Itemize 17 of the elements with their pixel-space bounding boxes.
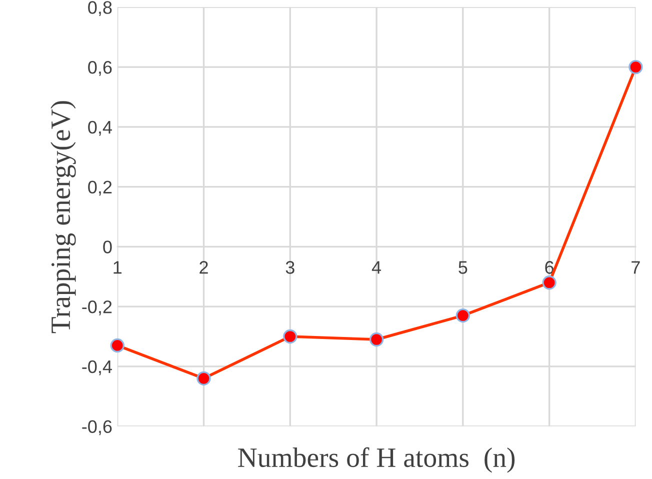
y-tick-label: -0,2 — [82, 300, 112, 316]
x-tick-label: 3 — [286, 261, 294, 274]
y-tick-label: -0,4 — [82, 360, 112, 376]
y-tick-label: 0,8 — [88, 1, 112, 16]
x-tick-label: 7 — [632, 261, 640, 274]
y-axis-title: Trapping energy(eV) — [50, 101, 76, 334]
x-tick-label: 6 — [545, 261, 554, 274]
y-tick-label: 0 — [103, 240, 112, 254]
y-tick-label: -0,6 — [82, 420, 112, 436]
y-tick-label: 0,4 — [88, 120, 112, 136]
x-tick-label: 4 — [372, 261, 382, 274]
x-axis-title: Numbers of H atoms (n) — [238, 447, 515, 473]
x-tick-label: 2 — [200, 261, 208, 274]
x-tick-label: 1 — [114, 261, 122, 274]
y-tick-label: 0,6 — [88, 60, 112, 76]
y-tick-label: 0,2 — [88, 180, 112, 196]
x-tick-label: 5 — [458, 261, 468, 274]
